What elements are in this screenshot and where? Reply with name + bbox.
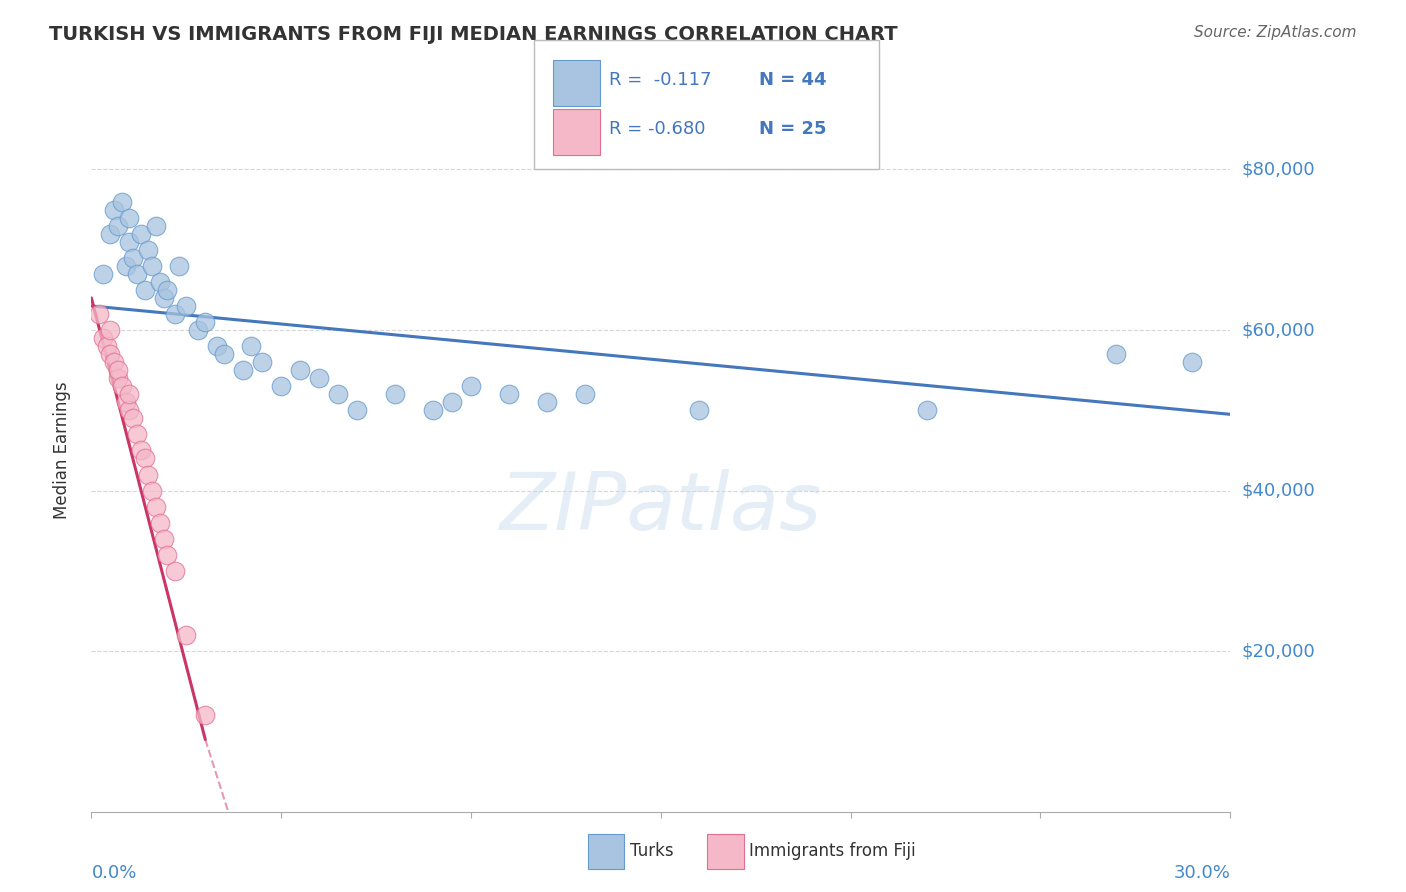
Point <box>163 564 186 578</box>
Point <box>118 387 141 401</box>
Point <box>103 202 125 217</box>
Text: R =  -0.117: R = -0.117 <box>609 71 711 89</box>
Point <box>1105 347 1128 361</box>
Point <box>138 243 160 257</box>
Point <box>174 299 197 313</box>
Point <box>91 331 114 345</box>
Point <box>107 363 129 377</box>
Point <box>688 403 710 417</box>
Point <box>134 283 156 297</box>
Point <box>149 516 172 530</box>
Point <box>156 548 179 562</box>
Point <box>107 219 129 233</box>
Point <box>145 500 167 514</box>
Point <box>384 387 406 401</box>
Point <box>118 211 141 225</box>
Point <box>129 443 152 458</box>
Text: N = 25: N = 25 <box>759 120 827 138</box>
Point <box>205 339 228 353</box>
Text: R = -0.680: R = -0.680 <box>609 120 706 138</box>
Point <box>174 628 197 642</box>
Point <box>441 395 464 409</box>
Text: $60,000: $60,000 <box>1241 321 1315 339</box>
Point <box>239 339 262 353</box>
Point <box>111 379 134 393</box>
Text: 0.0%: 0.0% <box>91 863 136 882</box>
Point <box>141 483 163 498</box>
Text: N = 44: N = 44 <box>759 71 827 89</box>
Text: $40,000: $40,000 <box>1241 482 1315 500</box>
Point <box>187 323 209 337</box>
Text: $80,000: $80,000 <box>1241 161 1315 178</box>
Text: ZIPatlas: ZIPatlas <box>499 469 823 548</box>
Text: Turks: Turks <box>630 842 673 860</box>
Point <box>87 307 110 321</box>
Point <box>270 379 292 393</box>
Y-axis label: Median Earnings: Median Earnings <box>52 382 70 519</box>
Point <box>96 339 118 353</box>
Point <box>152 291 174 305</box>
Point <box>125 427 148 442</box>
Point <box>138 467 160 482</box>
Text: Source: ZipAtlas.com: Source: ZipAtlas.com <box>1194 25 1357 40</box>
Text: TURKISH VS IMMIGRANTS FROM FIJI MEDIAN EARNINGS CORRELATION CHART: TURKISH VS IMMIGRANTS FROM FIJI MEDIAN E… <box>49 25 898 44</box>
Point <box>163 307 186 321</box>
Point <box>122 251 145 265</box>
Point <box>103 355 125 369</box>
Point <box>152 532 174 546</box>
Point <box>498 387 520 401</box>
Text: $20,000: $20,000 <box>1241 642 1315 660</box>
Point <box>118 235 141 249</box>
Point <box>290 363 312 377</box>
Point <box>214 347 236 361</box>
Point <box>149 275 172 289</box>
Text: Immigrants from Fiji: Immigrants from Fiji <box>749 842 917 860</box>
Point <box>114 395 136 409</box>
Point <box>122 411 145 425</box>
Point <box>107 371 129 385</box>
Point <box>98 347 121 361</box>
Point <box>536 395 558 409</box>
Text: 30.0%: 30.0% <box>1174 863 1230 882</box>
Point <box>194 708 217 723</box>
Point <box>118 403 141 417</box>
Point <box>125 267 148 281</box>
Point <box>111 194 134 209</box>
Point <box>460 379 482 393</box>
Point <box>98 323 121 337</box>
Point <box>134 451 156 466</box>
Point <box>915 403 938 417</box>
Point <box>91 267 114 281</box>
Point <box>1181 355 1204 369</box>
Point <box>167 259 190 273</box>
Point <box>574 387 596 401</box>
Point <box>156 283 179 297</box>
Point <box>129 227 152 241</box>
Point <box>422 403 444 417</box>
Point <box>114 259 136 273</box>
Point <box>145 219 167 233</box>
Point <box>98 227 121 241</box>
Point <box>141 259 163 273</box>
Point <box>194 315 217 329</box>
Point <box>326 387 349 401</box>
Point <box>232 363 254 377</box>
Point <box>346 403 368 417</box>
Point <box>250 355 273 369</box>
Point <box>308 371 330 385</box>
